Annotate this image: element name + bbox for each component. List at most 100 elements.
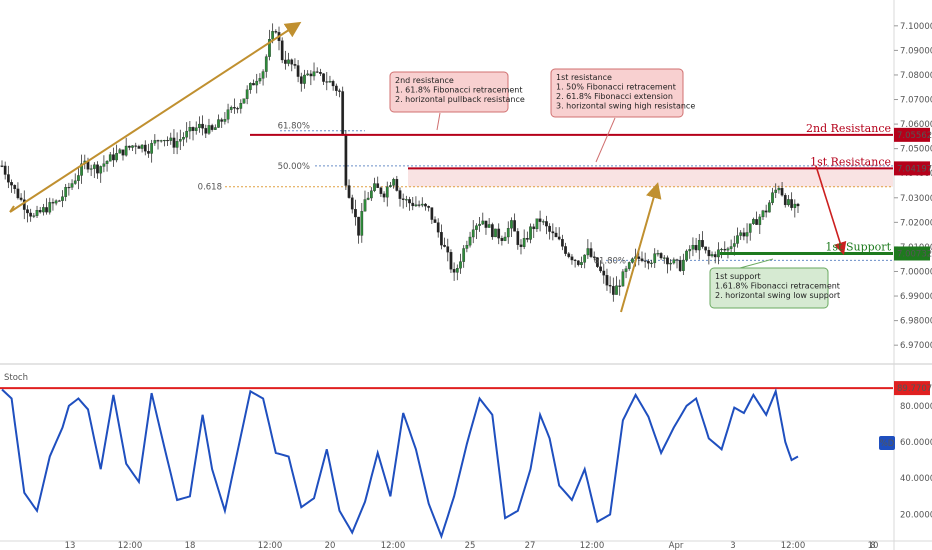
stoch-level-badge-label: 89.7707 — [897, 384, 932, 394]
candle-body — [312, 71, 316, 77]
trend-arrow-tail — [9, 205, 15, 213]
candle-body — [675, 259, 679, 261]
callout-line-s1: 1st support — [715, 272, 761, 281]
candle-body — [210, 125, 214, 130]
stoch-tick-label: 20.0000 — [900, 510, 932, 520]
candle-body — [128, 145, 131, 148]
candle-body — [672, 259, 676, 264]
candle-body — [729, 246, 733, 249]
candle-body — [516, 231, 520, 245]
candle-body — [522, 238, 526, 247]
candle-body — [105, 161, 109, 164]
candle-body — [611, 286, 615, 295]
candle-body — [436, 222, 440, 233]
candle-body — [61, 196, 64, 201]
candle-body — [395, 179, 399, 191]
callout-box-r2 — [389, 71, 509, 113]
stoch-level-badge — [894, 381, 930, 396]
time-tick-label: 13 — [65, 541, 76, 550]
candle-body — [382, 193, 386, 198]
candle-body — [462, 248, 466, 262]
time-tick-label: 20 — [325, 541, 336, 550]
candle-body — [529, 226, 532, 240]
price-badge-0 — [894, 127, 930, 142]
candle-body — [650, 262, 653, 264]
candle-body — [682, 259, 685, 271]
candle-body — [455, 268, 459, 273]
candle-body — [643, 260, 647, 262]
candle-body — [567, 253, 571, 257]
candle-body — [366, 197, 370, 200]
candle-body — [468, 236, 472, 246]
candle-body — [57, 200, 61, 202]
candle-body — [494, 228, 497, 238]
candle-body — [707, 249, 711, 257]
callout-line-r2: 2nd resistance — [395, 76, 454, 85]
price-badge-1 — [894, 161, 930, 176]
price-tick-label: 6.99000 — [900, 292, 932, 302]
candle-body — [331, 81, 335, 87]
candle-body — [752, 219, 755, 224]
candle-body — [182, 137, 185, 140]
candle-body — [592, 256, 596, 258]
time-tick-label: 12:00 — [118, 541, 143, 550]
candle-body — [621, 271, 625, 287]
candle-body — [188, 127, 192, 132]
drop-arrow — [815, 165, 847, 256]
stoch-tick-label: 40.0000 — [900, 474, 932, 484]
stoch-line — [1, 387, 799, 540]
candle-body — [484, 220, 488, 228]
stoch-tick-label: 60.0000 — [900, 438, 932, 448]
time-tick-label: Apr — [669, 541, 684, 550]
candle-body — [627, 262, 631, 269]
candle-body — [16, 188, 20, 199]
candle-body — [541, 221, 545, 223]
price-tick-label: 6.97000 — [900, 341, 932, 351]
callout-line-s1: 1.61.8% Fibonacci retracement — [715, 282, 840, 291]
candle-body — [290, 59, 294, 65]
candle-body — [131, 145, 134, 148]
candle-body — [605, 275, 609, 286]
candle-body — [315, 71, 319, 73]
candle-body — [656, 253, 660, 255]
candle-body — [96, 164, 99, 174]
candle-body — [637, 256, 641, 259]
candle-body — [245, 89, 249, 99]
candle-body — [440, 232, 443, 246]
time-tick-label: 12:00 — [580, 541, 605, 550]
resistance-zone — [408, 168, 893, 187]
candle-body — [124, 145, 128, 156]
candle-body — [481, 220, 485, 225]
candle-body — [420, 203, 424, 206]
candle-body — [688, 249, 692, 252]
candle-body — [67, 187, 71, 189]
candle-body — [774, 189, 778, 193]
candle-body — [32, 215, 36, 217]
candle-body — [80, 163, 83, 176]
trend-arrow-up — [9, 21, 302, 213]
candle-body — [793, 203, 797, 208]
candle-body — [475, 225, 478, 230]
candle-body — [115, 153, 118, 161]
callout-line-r1: 3. horizontal swing high resistance — [556, 102, 695, 111]
candle-body — [175, 141, 179, 148]
candle-body — [252, 83, 255, 86]
candle-body — [459, 261, 462, 269]
candle-body — [538, 218, 542, 222]
time-tick-label: 10 — [868, 541, 879, 550]
candle-body — [156, 140, 160, 142]
candle-body — [602, 270, 606, 276]
candle-body — [3, 165, 7, 175]
candle-body — [338, 90, 341, 92]
candle-body — [274, 31, 278, 33]
candle-body — [580, 262, 583, 265]
candle-body — [500, 237, 504, 241]
candle-body — [557, 236, 561, 240]
price-tick-label: 7.00000 — [900, 267, 932, 277]
candle-body — [586, 248, 590, 256]
candle-body — [38, 210, 42, 213]
candle-body — [217, 119, 220, 128]
fib-ext-label: 0.618 — [198, 183, 222, 193]
candle-body — [268, 39, 271, 57]
candle-body — [223, 119, 227, 122]
